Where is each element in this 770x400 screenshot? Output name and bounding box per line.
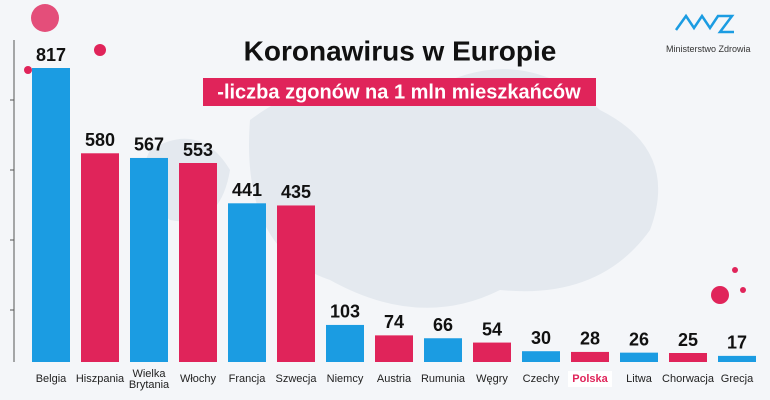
- bar: [620, 352, 658, 362]
- chart-title: Koronawirus w Europie: [244, 35, 557, 66]
- bar: [32, 68, 70, 362]
- value-label: 435: [281, 182, 311, 202]
- value-label: 28: [580, 329, 600, 349]
- x-tick-label: Rumunia: [420, 373, 466, 385]
- x-tick-label: Chorwacja: [662, 373, 714, 385]
- value-label: 66: [433, 315, 453, 335]
- bar: [571, 351, 609, 362]
- x-tick-label: Austria: [376, 373, 412, 385]
- subtitle-box: [203, 78, 596, 106]
- x-tick-label: Niemcy: [326, 373, 364, 385]
- x-tick-label: Włochy: [179, 373, 217, 385]
- x-tick-label: Belgia: [35, 373, 67, 385]
- value-label: 30: [531, 328, 551, 348]
- value-label: 54: [482, 319, 502, 339]
- value-label: 74: [384, 312, 404, 332]
- bar: [81, 153, 119, 362]
- x-tick-label-text: Polska: [568, 371, 612, 387]
- bar: [473, 342, 511, 362]
- bar: [375, 335, 413, 362]
- value-label: 26: [629, 329, 649, 349]
- x-tick-label: Hiszpania: [75, 373, 125, 385]
- x-tick-label: Polska: [560, 371, 620, 387]
- value-label: 25: [678, 330, 698, 350]
- axis-ticks: [10, 99, 14, 311]
- bar: [179, 163, 217, 362]
- decor-dots: [24, 4, 746, 304]
- bar: [718, 355, 756, 362]
- bar: [130, 157, 168, 362]
- value-label: 441: [232, 180, 262, 200]
- bar: [277, 205, 315, 362]
- bar: [228, 203, 266, 362]
- bar: [522, 351, 560, 362]
- value-label: 567: [134, 135, 164, 155]
- bar: [669, 353, 707, 362]
- x-tick-label: Grecja: [720, 373, 754, 385]
- bar: [326, 324, 364, 362]
- chart-subtitle: -liczba zgonów na 1 mln mieszkańców: [217, 81, 581, 103]
- x-tick-label: Węgry: [476, 373, 508, 385]
- x-tick-label: Francja: [228, 373, 266, 385]
- x-tick-label: Szwecja: [275, 373, 317, 385]
- value-label: 17: [727, 333, 747, 353]
- x-tick-label: Czechy: [522, 373, 560, 385]
- value-label: 580: [85, 130, 115, 150]
- value-label: 553: [183, 140, 213, 160]
- logo-mark: [674, 13, 735, 34]
- value-label: 817: [36, 45, 66, 65]
- value-label: 103: [330, 302, 360, 322]
- logo-text: Ministerstwo Zdrowia: [666, 44, 751, 54]
- x-tick-label: Wielka Brytania: [128, 368, 170, 391]
- x-tick-label: Litwa: [626, 373, 652, 385]
- bar: [424, 338, 462, 362]
